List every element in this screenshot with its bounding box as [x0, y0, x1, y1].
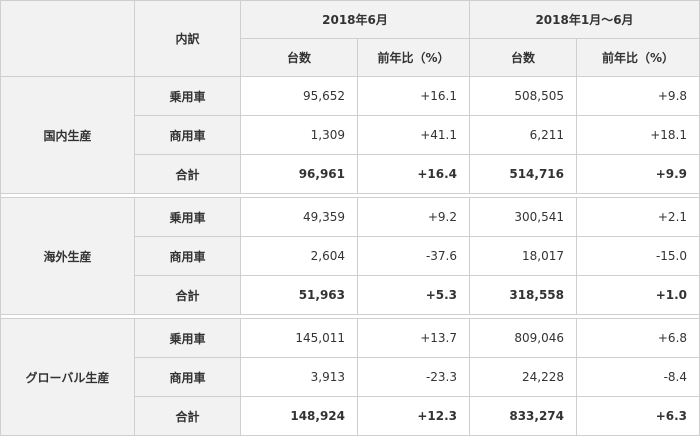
units-cell: 2,604 [240, 236, 358, 276]
yoy-cell: +9.2 [357, 197, 470, 237]
units-header-2: 台数 [469, 38, 577, 77]
units-header-1: 台数 [240, 38, 358, 77]
row-label: 商用車 [134, 115, 241, 155]
units-cell: 24,228 [469, 357, 577, 397]
row-label: 合計 [134, 396, 241, 436]
units-cell: 3,913 [240, 357, 358, 397]
total-yoy-cell: +12.3 [357, 396, 470, 436]
period1-header: 2018年6月 [240, 0, 470, 39]
total-yoy-cell: +6.3 [575, 396, 700, 436]
row-label: 合計 [134, 275, 241, 315]
units-cell: 809,046 [469, 318, 577, 358]
row-label: 商用車 [134, 236, 241, 276]
group-domestic: 国内生産 [0, 76, 135, 194]
row-label: 乗用車 [134, 197, 241, 237]
units-cell: 1,309 [240, 115, 358, 155]
row-label: 乗用車 [134, 318, 241, 358]
yoy-cell: +16.1 [357, 76, 470, 116]
yoy-header-2: 前年比（%） [575, 38, 700, 77]
group-overseas: 海外生産 [0, 197, 135, 315]
total-units-cell: 51,963 [240, 275, 358, 315]
total-units-cell: 148,924 [240, 396, 358, 436]
total-units-cell: 318,558 [469, 275, 577, 315]
units-cell: 18,017 [469, 236, 577, 276]
row-label: 乗用車 [134, 76, 241, 116]
yoy-cell: +13.7 [357, 318, 470, 358]
yoy-header-1: 前年比（%） [357, 38, 470, 77]
total-yoy-cell: +16.4 [357, 154, 470, 194]
total-yoy-cell: +9.9 [575, 154, 700, 194]
yoy-cell: -15.0 [575, 236, 700, 276]
units-cell: 49,359 [240, 197, 358, 237]
yoy-cell: +9.8 [575, 76, 700, 116]
total-yoy-cell: +1.0 [575, 275, 700, 315]
yoy-cell: +2.1 [575, 197, 700, 237]
units-cell: 300,541 [469, 197, 577, 237]
units-cell: 6,211 [469, 115, 577, 155]
units-cell: 95,652 [240, 76, 358, 116]
breakdown-header: 内訳 [134, 0, 241, 77]
total-yoy-cell: +5.3 [357, 275, 470, 315]
total-units-cell: 514,716 [469, 154, 577, 194]
units-cell: 508,505 [469, 76, 577, 116]
yoy-cell: -8.4 [575, 357, 700, 397]
total-units-cell: 833,274 [469, 396, 577, 436]
yoy-cell: +41.1 [357, 115, 470, 155]
row-label: 合計 [134, 154, 241, 194]
period2-header: 2018年1月〜6月 [468, 0, 700, 39]
yoy-cell: +6.8 [575, 318, 700, 358]
total-units-cell: 96,961 [240, 154, 358, 194]
units-cell: 145,011 [240, 318, 358, 358]
group-global: グローバル生産 [0, 318, 135, 436]
yoy-cell: -23.3 [357, 357, 470, 397]
corner-cell [0, 0, 135, 77]
yoy-cell: +18.1 [575, 115, 700, 155]
yoy-cell: -37.6 [357, 236, 470, 276]
row-label: 商用車 [134, 357, 241, 397]
